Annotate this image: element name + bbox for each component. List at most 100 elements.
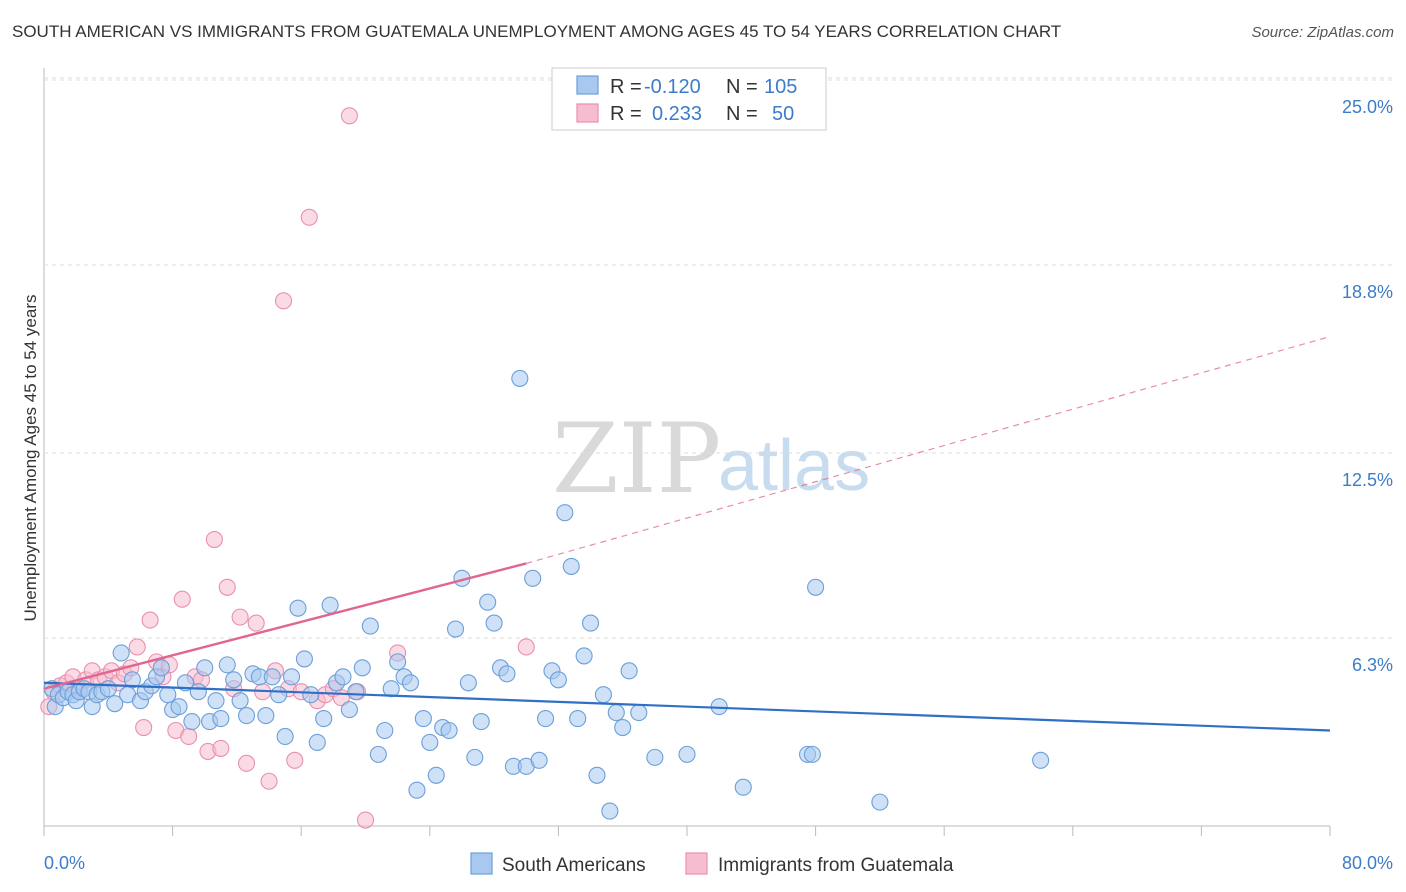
series-legend: South Americans Immigrants from Guatemal… <box>470 852 954 876</box>
point-guatemala <box>128 638 146 656</box>
point-guatemala <box>180 727 198 746</box>
point-south-american <box>498 665 516 683</box>
point-south-american <box>485 614 503 632</box>
point-south-american <box>556 504 574 522</box>
watermark-zip: ZIP <box>552 403 721 515</box>
watermark-atlas: atlas <box>718 426 870 506</box>
point-south-american <box>803 745 821 763</box>
point-guatemala <box>260 772 278 790</box>
point-guatemala <box>286 751 304 769</box>
point-guatemala <box>247 614 265 632</box>
series-guatemala-points <box>40 107 535 829</box>
point-south-american <box>524 569 542 587</box>
point-south-american <box>123 671 141 689</box>
point-south-american <box>257 707 275 725</box>
point-guatemala <box>356 811 375 829</box>
x-tick-label-max: 80.0% <box>1342 853 1393 873</box>
y-tick-label: 18.8% <box>1342 282 1393 302</box>
point-south-american <box>369 745 387 763</box>
point-guatemala <box>218 578 236 596</box>
point-south-american <box>376 721 394 740</box>
point-south-american <box>152 659 170 677</box>
point-south-american <box>446 620 465 638</box>
point-south-american <box>382 680 400 698</box>
point-south-american <box>620 662 638 680</box>
legend-r-value-b: 0.233 <box>652 103 702 125</box>
point-south-american <box>106 695 124 713</box>
point-south-american <box>176 674 195 692</box>
point-south-american <box>276 727 294 746</box>
point-south-american <box>408 781 426 799</box>
point-guatemala <box>517 638 535 656</box>
point-guatemala <box>237 754 256 772</box>
point-south-american <box>196 659 214 677</box>
point-south-american <box>479 593 497 611</box>
legend-n-value-a: 105 <box>764 76 797 98</box>
point-south-american <box>588 766 606 784</box>
bottom-legend-label-guatemala: Immigrants from Guatemala <box>718 855 954 876</box>
legend-r-label-a: R = <box>610 76 642 98</box>
point-south-american <box>183 713 201 731</box>
point-south-american <box>549 671 567 689</box>
point-south-american <box>601 802 619 820</box>
point-south-american <box>212 710 230 728</box>
point-south-american <box>295 650 313 668</box>
point-south-american <box>427 766 445 784</box>
point-south-american <box>575 647 593 665</box>
point-south-american <box>207 692 225 710</box>
point-south-american <box>569 710 587 728</box>
point-south-american <box>283 668 301 686</box>
chart-title: SOUTH AMERICAN VS IMMIGRANTS FROM GUATEM… <box>12 22 1062 41</box>
source-credit: Source: ZipAtlas.com <box>1251 24 1394 41</box>
point-south-american <box>562 557 580 575</box>
point-south-american <box>263 668 281 686</box>
point-south-american <box>218 656 236 674</box>
trend-line-guatemala <box>43 562 527 690</box>
point-guatemala <box>173 590 191 608</box>
y-tick-label: 12.5% <box>1342 470 1393 490</box>
legend-n-value-b: 50 <box>772 103 794 125</box>
point-south-american <box>189 683 207 701</box>
x-ticks <box>43 826 1331 836</box>
point-guatemala <box>274 292 293 310</box>
point-south-american <box>401 674 420 692</box>
point-south-american <box>237 707 256 725</box>
point-south-american <box>630 704 648 722</box>
legend-swatch-pink <box>576 103 599 123</box>
point-guatemala <box>135 718 153 737</box>
point-south-american <box>536 710 555 728</box>
point-guatemala <box>212 739 230 757</box>
point-south-american <box>353 659 371 677</box>
point-south-american <box>459 674 477 692</box>
trend-line-guatemala-projection <box>526 336 1331 564</box>
point-guatemala <box>340 107 358 125</box>
legend-r-value-a: -0.120 <box>644 76 701 98</box>
series-south-american-points <box>43 369 1050 820</box>
point-south-american <box>607 704 625 722</box>
point-south-american <box>678 745 696 763</box>
point-south-american <box>511 369 529 387</box>
point-south-american <box>871 793 889 811</box>
point-south-american <box>389 653 407 671</box>
legend-n-label-a: N = <box>726 76 758 98</box>
point-south-american <box>734 778 752 796</box>
point-south-american <box>361 617 379 635</box>
point-south-american <box>807 578 825 596</box>
point-south-american <box>231 692 249 710</box>
point-south-american <box>530 751 548 769</box>
trend-lines <box>43 336 1331 732</box>
bottom-legend-swatch-blue <box>470 852 493 875</box>
point-south-american <box>170 698 188 716</box>
point-south-american <box>646 748 664 766</box>
point-south-american <box>289 599 307 617</box>
point-south-american <box>99 680 117 698</box>
bottom-legend-label-south-americans: South Americans <box>502 855 646 876</box>
legend-n-label-b: N = <box>726 103 758 125</box>
x-tick-label-min: 0.0% <box>44 853 85 873</box>
point-south-american <box>466 748 484 766</box>
point-south-american <box>308 733 326 751</box>
point-south-american <box>340 701 358 719</box>
point-south-american <box>421 733 439 751</box>
y-tick-label: 6.3% <box>1352 655 1393 675</box>
